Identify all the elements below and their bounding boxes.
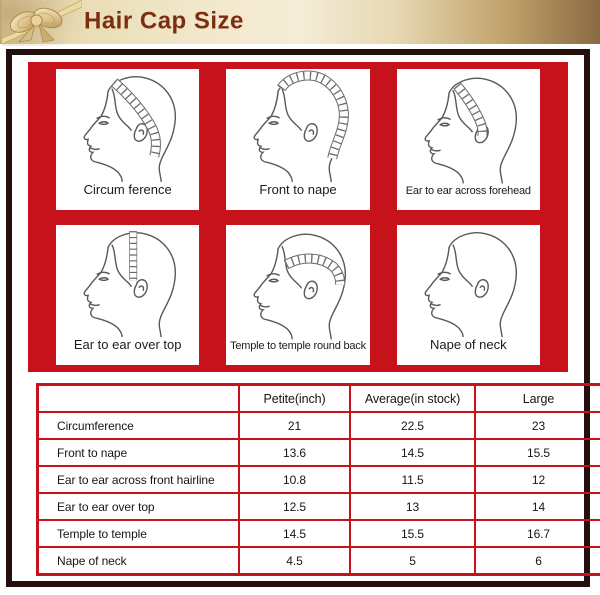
row-label: Temple to temple (36, 519, 240, 548)
cell-value: 12 (474, 465, 600, 494)
diagram-cell-circumference: Circum ference (56, 69, 200, 210)
row-label: Ear to ear over top (36, 492, 240, 521)
header-banner: Hair Cap Size (0, 0, 600, 46)
cell-value: 14.5 (238, 519, 351, 548)
head-diagram-front-to-nape (253, 69, 369, 182)
cell-value: 12.5 (238, 492, 351, 521)
cell-value: 14.5 (349, 438, 476, 467)
cell-value: 10.8 (238, 465, 351, 494)
head-diagram-ear-to-ear-forehead (424, 77, 517, 184)
cell-value: 16.7 (474, 519, 600, 548)
head-diagram-circumference (83, 76, 177, 182)
table-row-nape-of-neck: Nape of neck 4.5 5 6 (36, 546, 600, 576)
cell-value: 15.5 (349, 519, 476, 548)
cell-value: 22.5 (349, 411, 476, 440)
cell-value: 11.5 (349, 465, 476, 494)
head-diagram-ear-to-ear-over-top (83, 225, 177, 337)
cell-value: 13 (349, 492, 476, 521)
table-header-blank (36, 383, 240, 413)
table-row-ear-to-ear-over-top: Ear to ear over top 12.5 13 14 (36, 492, 600, 521)
size-table-header-row: Petite(inch) Average(in stock) Large (36, 383, 600, 413)
row-label: Nape of neck (36, 546, 240, 576)
diagram-cell-temple-to-temple: Temple to temple round back (226, 224, 370, 365)
diagram-cell-ear-to-ear-forehead: Ear to ear across forehead (396, 69, 540, 210)
page-title: Hair Cap Size (84, 7, 244, 35)
ribbon-bow-icon (2, 0, 82, 46)
cell-value: 4.5 (238, 546, 351, 576)
cell-value: 6 (474, 546, 600, 576)
table-header-large: Large (474, 383, 600, 413)
cell-value: 21 (238, 411, 351, 440)
diagram-label: Front to nape (259, 181, 337, 197)
diagram-label: Circum ference (83, 181, 172, 197)
cell-value: 15.5 (474, 438, 600, 467)
content-frame: Circum ference Front to nape (6, 49, 600, 587)
table-row-front-to-nape: Front to nape 13.6 14.5 15.5 (36, 438, 600, 467)
head-diagram-nape-of-neck (424, 231, 517, 337)
table-header-average: Average(in stock) (349, 383, 476, 413)
row-label: Circumference (36, 411, 240, 440)
measuring-tape-icon (281, 76, 344, 159)
diagram-cell-front-to-nape: Front to nape (226, 69, 370, 210)
table-header-petite: Petite(inch) (238, 383, 351, 413)
table-row-circumference: Circumference 21 22.5 23 (36, 411, 600, 440)
row-label: Ear to ear across front hairline (36, 465, 240, 494)
table-row-temple-to-temple: Temple to temple 14.5 15.5 16.7 (36, 519, 600, 548)
cell-value: 5 (349, 546, 476, 576)
table-row-ear-to-ear-hairline: Ear to ear across front hairline 10.8 11… (36, 465, 600, 494)
diagram-label: Temple to temple round back (230, 340, 366, 352)
row-label: Front to nape (36, 438, 240, 467)
cell-value: 14 (474, 492, 600, 521)
diagram-label: Ear to ear over top (73, 337, 182, 352)
diagram-panel: Circum ference Front to nape (28, 62, 568, 372)
diagram-label: Nape of neck (430, 337, 507, 352)
head-diagram-temple-to-temple (253, 233, 347, 340)
size-table: Petite(inch) Average(in stock) Large Cir… (36, 383, 600, 576)
diagram-label: Ear to ear across forehead (405, 184, 531, 197)
diagram-cell-nape-of-neck: Nape of neck (396, 224, 540, 365)
cell-value: 23 (474, 411, 600, 440)
cell-value: 13.6 (238, 438, 351, 467)
diagram-cell-ear-to-ear-over-top: Ear to ear over top (56, 224, 200, 365)
